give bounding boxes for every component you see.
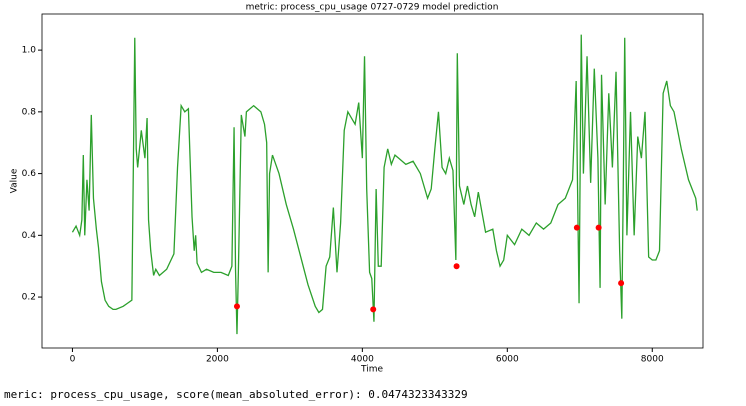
- anomaly-point: [618, 280, 625, 287]
- series-line: [71, 34, 698, 335]
- y-tick-label: 0.6: [22, 169, 37, 179]
- x-tick-label: 4000: [351, 355, 374, 365]
- y-tick-label: 1.0: [22, 46, 37, 56]
- output-text: meric: process_cpu_usage, score(mean_abs…: [4, 388, 468, 401]
- x-tick-label: 2000: [206, 355, 229, 365]
- y-tick-label: 0.2: [22, 293, 36, 303]
- x-tick-label: 0: [70, 355, 76, 365]
- x-axis-label: Time: [360, 365, 383, 375]
- x-tick-label: 8000: [641, 355, 664, 365]
- y-tick-label: 0.8: [22, 107, 37, 117]
- plot-frame: [41, 13, 704, 349]
- anomaly-point: [573, 224, 580, 231]
- anomaly-point: [595, 224, 602, 231]
- y-axis-label: Value: [10, 168, 20, 193]
- anomaly-point: [453, 263, 460, 270]
- anomaly-point: [370, 306, 377, 313]
- x-tick-label: 6000: [496, 355, 519, 365]
- chart-title: metric: process_cpu_usage 0727-0729 mode…: [246, 3, 499, 13]
- anomaly-point: [233, 303, 240, 310]
- y-tick-label: 0.4: [22, 231, 37, 241]
